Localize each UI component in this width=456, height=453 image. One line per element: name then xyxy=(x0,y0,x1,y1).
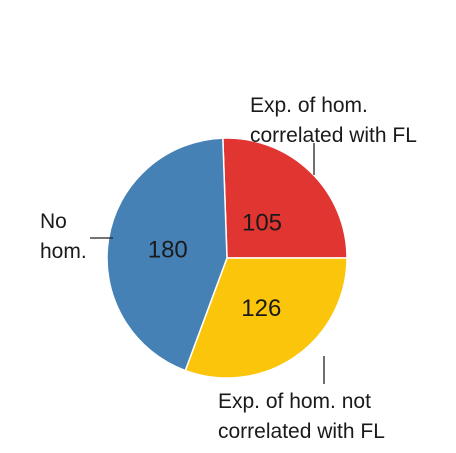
slice-annotation-line: Exp. of hom. not xyxy=(218,390,371,413)
slice-value-label: 180 xyxy=(148,236,188,263)
slice-annotation-line: hom. xyxy=(40,240,87,263)
annotation-leader-lines xyxy=(90,143,325,384)
slice-annotation-line: Exp. of hom. xyxy=(250,94,368,117)
slice-exp-not-correlated xyxy=(184,257,348,379)
slice-annotation-line: correlated with FL xyxy=(218,420,385,443)
pie-slices xyxy=(106,137,348,379)
slice-exp-correlated xyxy=(222,137,348,259)
slice-annotation-line: correlated with FL xyxy=(250,124,417,147)
pie-labels: 105 Exp. of hom. correlated with FL 126 Exp.… xyxy=(40,94,417,443)
slice-no-hom xyxy=(106,137,228,372)
slice-annotation-line: No xyxy=(40,210,67,233)
slice-value-label: 126 xyxy=(241,295,281,322)
slice-value-label: 105 xyxy=(242,210,282,237)
